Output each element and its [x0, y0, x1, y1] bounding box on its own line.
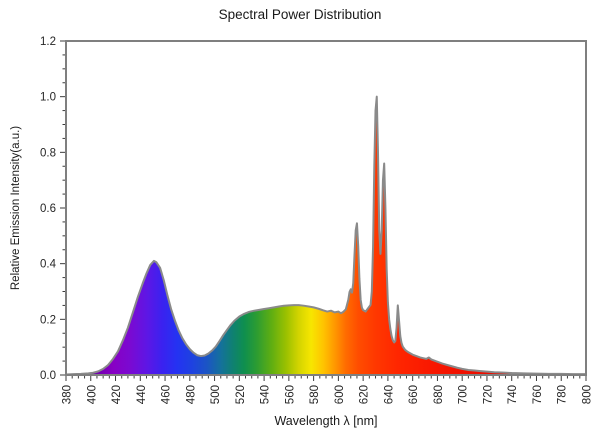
x-tick-label: 700: [458, 385, 470, 404]
spd-curve-line: [65, 95, 587, 376]
y-tick-label: 1.0: [40, 92, 56, 104]
spd-curve-area: [66, 96, 586, 376]
x-tick-label: 660: [408, 385, 420, 404]
x-tick-label: 520: [235, 385, 247, 404]
x-tick-label: 440: [136, 385, 148, 404]
x-tick-label: 760: [532, 385, 544, 404]
y-tick-label: 1.2: [40, 36, 56, 48]
x-tick-label: 620: [359, 385, 371, 404]
x-tick-label: 560: [284, 385, 296, 404]
y-tick-label: 0.4: [40, 259, 57, 271]
y-tick-label: 0.0: [40, 370, 56, 382]
x-tick-label: 800: [582, 385, 594, 404]
x-tick-label: 540: [260, 385, 272, 404]
y-tick-label: 0.8: [40, 147, 56, 159]
x-tick-label: 720: [482, 385, 494, 404]
y-tick-label: 0.6: [40, 203, 56, 215]
x-tick-label: 580: [309, 385, 321, 404]
x-tick-label: 420: [111, 385, 123, 404]
x-tick-label: 600: [334, 385, 346, 404]
x-tick-label: 500: [210, 385, 222, 404]
y-tick-label: 0.2: [40, 314, 56, 326]
y-axis-label: Relative Emission Intensity(a.u.): [10, 125, 22, 291]
x-tick-label: 400: [86, 385, 98, 404]
plot-border: [65, 40, 587, 376]
x-axis-label: Wavelength λ [nm]: [274, 414, 378, 428]
x-tick-label: 460: [161, 385, 173, 404]
x-tick-label: 780: [557, 385, 569, 404]
x-tick-label: 380: [62, 385, 74, 404]
x-tick-label: 740: [507, 385, 519, 404]
x-tick-label: 480: [185, 385, 197, 404]
chart-title: Spectral Power Distribution: [218, 7, 382, 22]
x-tick-label: 640: [383, 385, 395, 404]
x-tick-label: 680: [433, 385, 445, 404]
